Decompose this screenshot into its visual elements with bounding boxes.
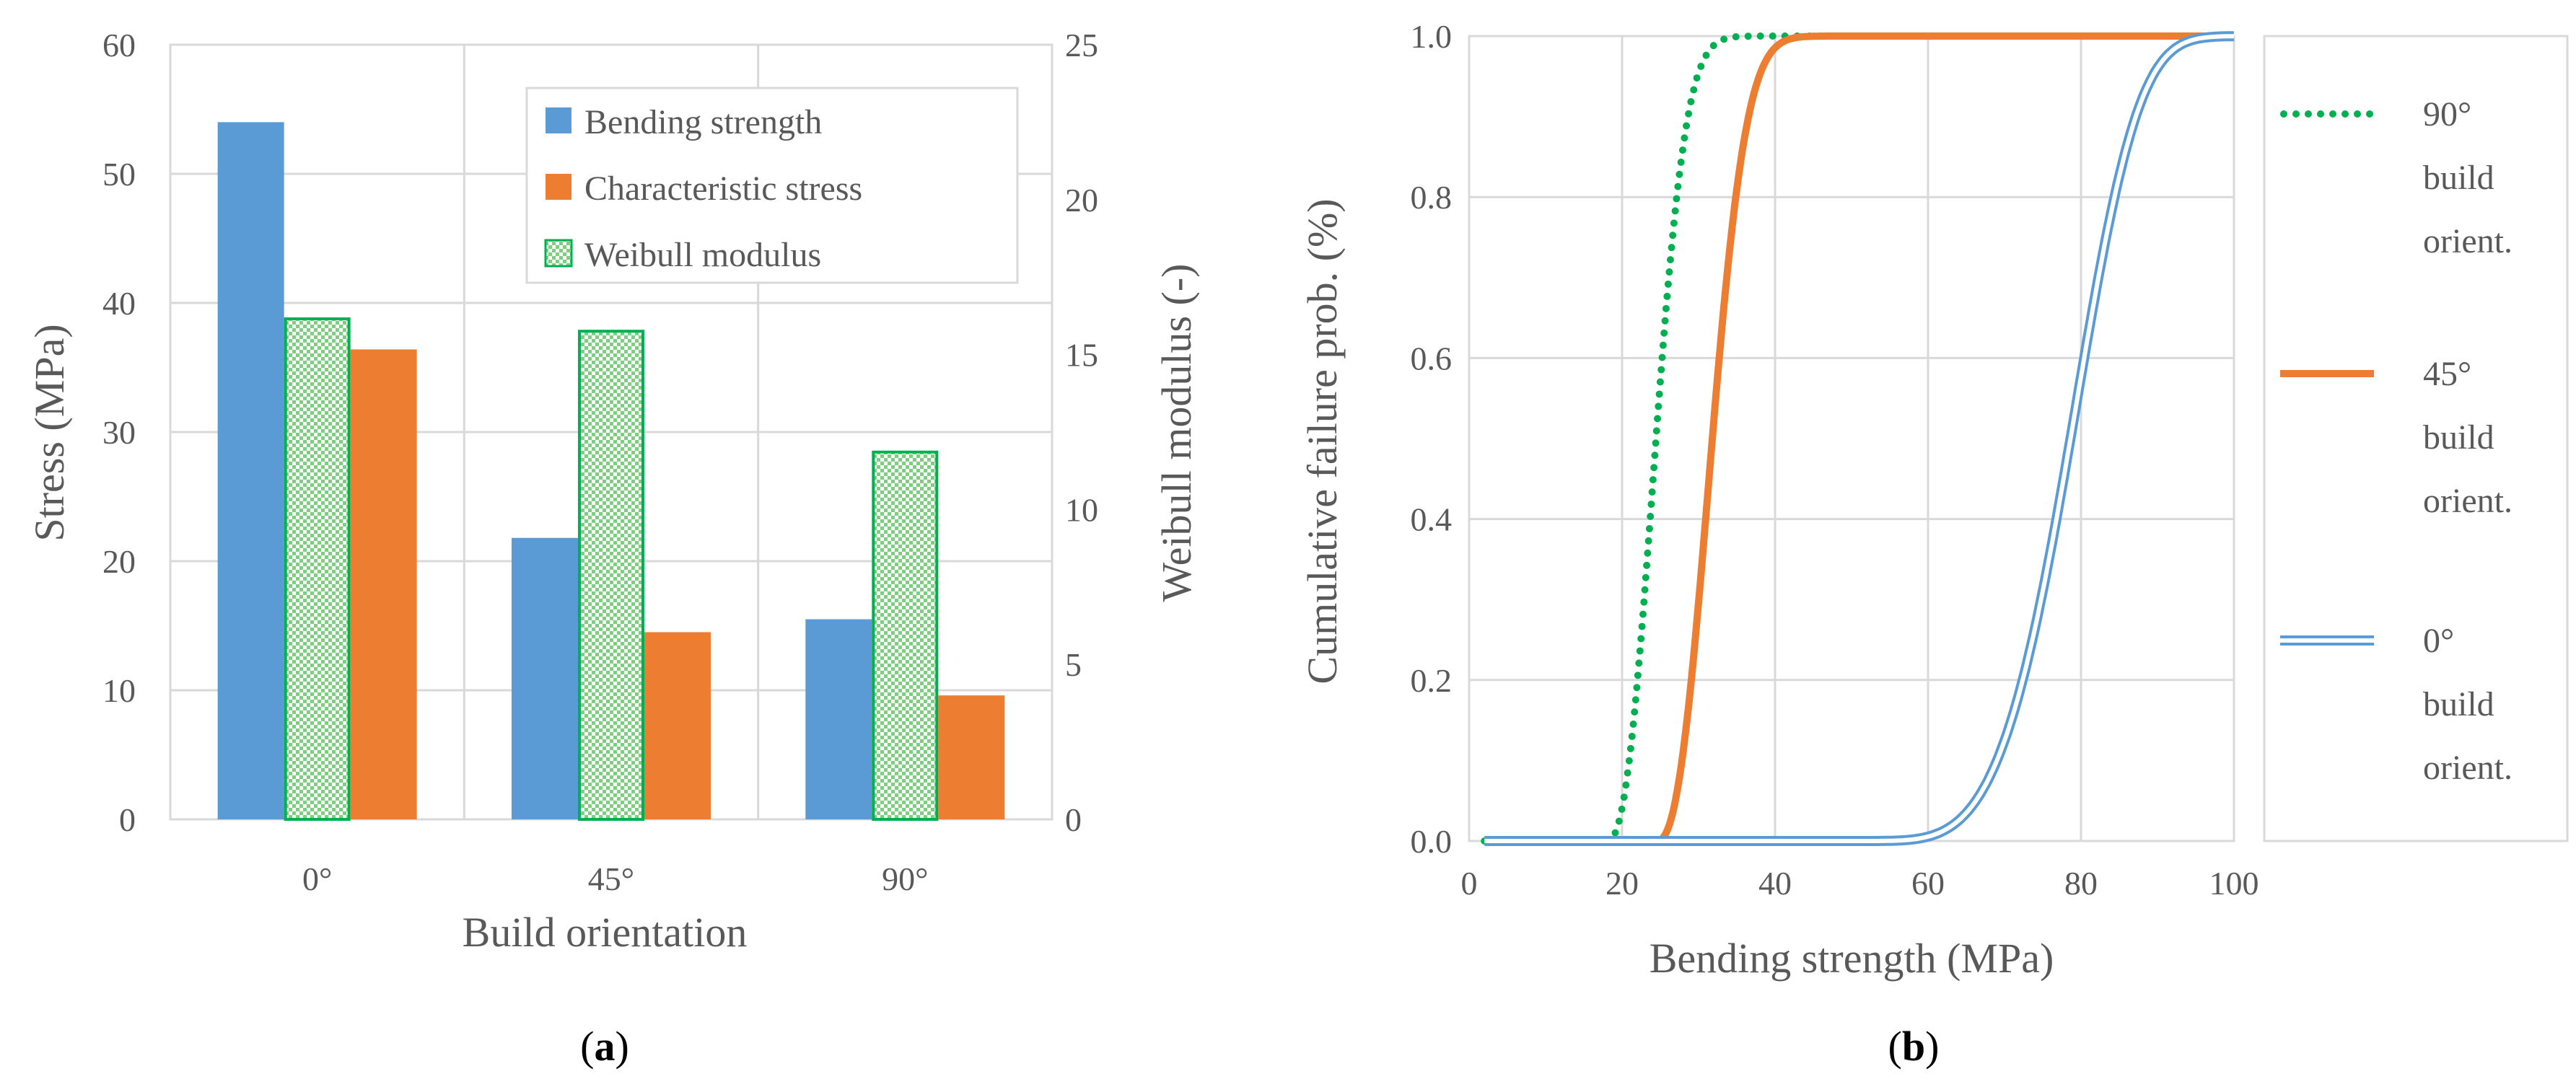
y-axis-tick-label: 0.6 <box>1411 340 1453 377</box>
line-chart-series <box>1481 31 2238 846</box>
legend-label-45-build-orient: 45° <box>2423 355 2471 393</box>
bar-weibull-modulus-90 <box>872 450 939 821</box>
legend-label-characteristic-stress: Characteristic stress <box>584 169 862 208</box>
series-line-0-build-orient <box>1481 31 2238 846</box>
line-chart-panel: 0.0 0.2 0.4 0.6 0.8 1.0 0 20 40 60 80 100 Bending … <box>1299 18 2569 1070</box>
x-axis-tick-label: 40 <box>1758 865 1792 902</box>
y-axis-tick-label: 0.4 <box>1411 501 1453 538</box>
line-chart-y-axis-label: Cumulative failure prob. (%) <box>1299 198 1346 684</box>
legend-swatch-bending-strength <box>546 107 571 133</box>
right-axis-tick-label: 25 <box>1065 27 1098 63</box>
category-label-45: 45° <box>588 860 634 897</box>
bar-bending-strength-45 <box>512 537 578 819</box>
bar-chart-x-axis-label: Build orientation <box>463 909 748 956</box>
bar-chart-right-axis-ticks: 0 5 10 15 20 25 <box>1065 27 1098 838</box>
legend-label-bending-strength: Bending strength <box>584 103 822 141</box>
bar-characteristic-stress-45 <box>644 632 711 819</box>
y-axis-tick-label: 0.8 <box>1411 179 1453 216</box>
bar-chart-category-labels: 0° 45° 90° <box>302 860 929 897</box>
bar-chart-left-axis-ticks: 0 10 20 30 40 50 60 <box>102 27 136 838</box>
x-axis-tick-label: 80 <box>2064 865 2098 902</box>
right-axis-tick-label: 5 <box>1065 646 1082 683</box>
legend-label-90-build-orient: build <box>2423 159 2494 197</box>
bar-characteristic-stress-90 <box>938 695 1005 819</box>
legend-label-90-build-orient: 90° <box>2423 95 2471 133</box>
legend-box <box>525 87 1019 284</box>
y-axis-tick-label: 0.0 <box>1411 823 1453 860</box>
bar-chart-legend: Bending strength Characteristic stress W… <box>525 87 1019 284</box>
x-axis-tick-label: 60 <box>1911 865 1945 902</box>
panel-a-letter: a <box>595 1023 615 1070</box>
bar-bending-strength-90 <box>805 619 872 819</box>
legend-label-45-build-orient: orient. <box>2423 482 2513 520</box>
legend-label-0-build-orient: build <box>2423 685 2494 723</box>
left-axis-tick-label: 30 <box>102 414 136 451</box>
bar-chart-panel: 0 10 20 30 40 50 60 0 5 10 15 20 25 0° 45° 90° Build … <box>26 27 1200 1070</box>
right-axis-tick-label: 15 <box>1065 337 1098 374</box>
legend-swatch-weibull-modulus <box>544 239 573 268</box>
left-axis-tick-label: 0 <box>119 801 136 838</box>
right-axis-tick-label: 10 <box>1065 491 1098 528</box>
series-line-0-build-orient-inner <box>1484 34 2235 843</box>
x-axis-tick-label: 100 <box>2209 865 2259 902</box>
legend-swatch-characteristic-stress <box>546 174 571 200</box>
x-axis-tick-label: 0 <box>1461 865 1478 902</box>
panel-a-caption: (a) <box>580 1023 629 1070</box>
left-axis-tick-label: 40 <box>102 285 136 322</box>
legend-label-90-build-orient: orient. <box>2423 222 2513 260</box>
legend-label-0-build-orient: orient. <box>2423 749 2513 787</box>
panel-b-letter: b <box>1902 1023 1925 1070</box>
bar-weibull-modulus-0 <box>284 317 351 822</box>
left-axis-tick-label: 50 <box>102 156 136 193</box>
y-axis-tick-label: 0.2 <box>1411 662 1453 699</box>
left-axis-tick-label: 20 <box>102 543 136 580</box>
right-axis-tick-label: 0 <box>1065 801 1082 838</box>
legend-label-45-build-orient: build <box>2423 418 2494 457</box>
left-axis-tick-label: 60 <box>102 27 136 63</box>
category-label-0: 0° <box>302 860 332 897</box>
x-axis-tick-label: 20 <box>1605 865 1639 902</box>
line-chart-x-axis-label: Bending strength (MPa) <box>1650 935 2054 982</box>
bar-chart-left-axis-label: Stress (MPa) <box>26 324 73 541</box>
bar-weibull-modulus-45 <box>578 330 644 821</box>
legend-box <box>2263 35 2569 842</box>
line-chart-y-axis-ticks: 0.0 0.2 0.4 0.6 0.8 1.0 <box>1411 18 1453 860</box>
bar-bending-strength-0 <box>217 122 284 819</box>
y-axis-tick-label: 1.0 <box>1411 18 1453 55</box>
bar-chart-right-axis-label: Weibull modulus (-) <box>1153 264 1200 602</box>
line-chart-legend: 90° build orient. 45° build orient. 0° build ori… <box>2263 35 2569 842</box>
bar-chart-bars <box>217 122 1005 822</box>
bar-characteristic-stress-0 <box>350 349 417 819</box>
category-label-90: 90° <box>882 860 928 897</box>
panel-b-caption: (b) <box>1888 1023 1940 1070</box>
left-axis-tick-label: 10 <box>102 672 136 709</box>
legend-label-weibull-modulus: Weibull modulus <box>584 236 821 274</box>
legend-label-0-build-orient: 0° <box>2423 622 2454 660</box>
line-chart-x-axis-ticks: 0 20 40 60 80 100 <box>1461 865 2259 902</box>
right-axis-tick-label: 20 <box>1065 182 1098 219</box>
